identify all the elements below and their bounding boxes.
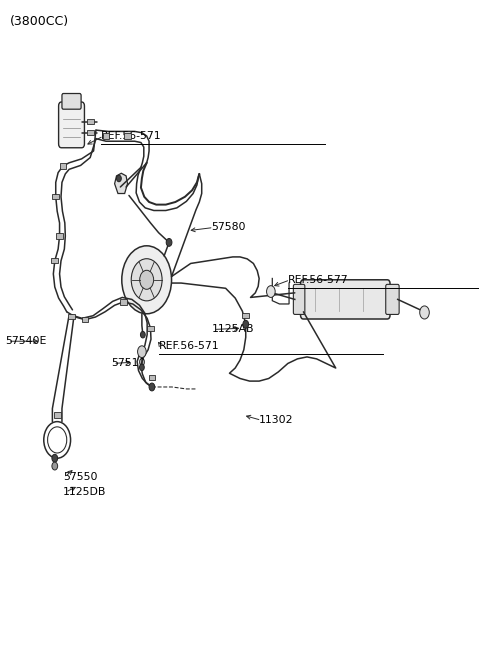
FancyBboxPatch shape <box>149 375 156 381</box>
FancyBboxPatch shape <box>82 317 88 322</box>
FancyBboxPatch shape <box>103 134 109 139</box>
FancyBboxPatch shape <box>124 134 131 139</box>
FancyBboxPatch shape <box>68 314 75 319</box>
Polygon shape <box>115 174 128 193</box>
FancyBboxPatch shape <box>386 284 399 314</box>
FancyBboxPatch shape <box>54 413 60 418</box>
Text: 1125AB: 1125AB <box>211 324 254 335</box>
FancyBboxPatch shape <box>300 280 390 319</box>
FancyBboxPatch shape <box>120 299 127 305</box>
Text: 11302: 11302 <box>259 415 294 425</box>
Text: 57540E: 57540E <box>5 336 47 346</box>
Text: 57580: 57580 <box>211 223 246 233</box>
Circle shape <box>141 331 145 338</box>
Circle shape <box>140 364 144 371</box>
FancyBboxPatch shape <box>62 94 81 109</box>
FancyBboxPatch shape <box>56 233 63 238</box>
Text: REF.56-571: REF.56-571 <box>101 131 162 141</box>
Circle shape <box>122 246 171 314</box>
FancyBboxPatch shape <box>59 102 84 148</box>
Circle shape <box>266 286 275 297</box>
FancyBboxPatch shape <box>242 313 249 318</box>
Circle shape <box>52 462 58 470</box>
Text: (3800CC): (3800CC) <box>10 15 70 28</box>
FancyBboxPatch shape <box>147 326 154 331</box>
FancyBboxPatch shape <box>52 194 59 199</box>
Circle shape <box>52 455 58 462</box>
Circle shape <box>140 271 154 290</box>
Text: REF.56-577: REF.56-577 <box>288 275 348 285</box>
Circle shape <box>166 238 172 246</box>
FancyBboxPatch shape <box>293 284 305 314</box>
Text: REF.56-571: REF.56-571 <box>158 341 219 351</box>
FancyBboxPatch shape <box>60 164 66 169</box>
Text: 1125DB: 1125DB <box>63 487 106 497</box>
Circle shape <box>243 320 249 328</box>
FancyBboxPatch shape <box>51 258 58 263</box>
Circle shape <box>420 306 429 319</box>
Circle shape <box>131 259 162 301</box>
FancyBboxPatch shape <box>87 119 94 124</box>
Circle shape <box>149 383 155 391</box>
Text: 57550: 57550 <box>63 472 97 481</box>
Circle shape <box>117 175 121 181</box>
Text: 57510: 57510 <box>111 358 145 369</box>
Circle shape <box>138 346 146 358</box>
FancyBboxPatch shape <box>87 130 94 136</box>
